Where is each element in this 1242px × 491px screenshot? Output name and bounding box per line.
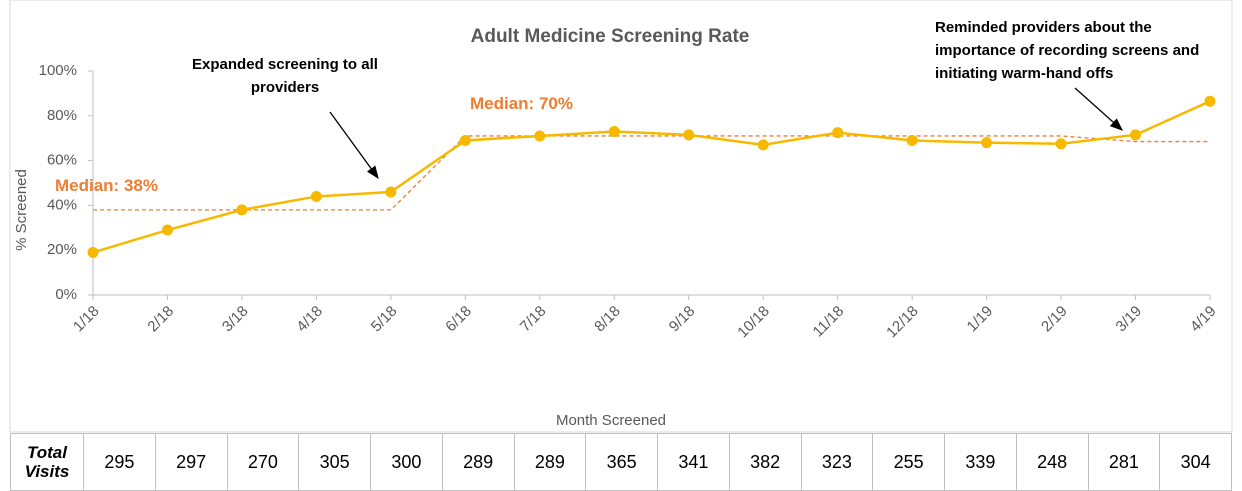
data-point <box>161 224 173 236</box>
table-cell: 289 <box>441 433 515 491</box>
data-line <box>92 100 1211 254</box>
table-cell: 341 <box>657 433 730 491</box>
annotation: Expanded screening to all providers <box>192 56 378 96</box>
table-row: Total Visits 295 297 270 305 300 289 289 365 341… <box>10 433 1232 491</box>
table-cell: 295 <box>83 433 156 491</box>
data-point <box>534 130 546 142</box>
table-cell: 289 <box>513 433 587 491</box>
data-point <box>832 127 844 139</box>
table-cell: 339 <box>944 433 1017 491</box>
table-cell: 305 <box>298 433 371 491</box>
arrow <box>1074 87 1123 131</box>
y-tick-label: 40% <box>47 196 77 213</box>
row-header: Total Visits <box>10 433 84 491</box>
data-point <box>906 134 918 146</box>
table-cell: 382 <box>728 433 802 491</box>
table-cell: 304 <box>1159 433 1232 491</box>
data-point <box>310 190 322 202</box>
data-point <box>1055 138 1067 150</box>
median-line <box>93 135 1210 211</box>
y-tick-label: 60% <box>47 152 77 169</box>
y-tick-label: 100% <box>39 62 77 79</box>
data-point <box>385 186 397 198</box>
table-cell: 297 <box>154 433 228 491</box>
annotation: Median: 70% <box>470 94 573 113</box>
y-tick-label: 0% <box>55 286 77 303</box>
annotation: Reminded providers about the importance … <box>935 19 1200 82</box>
visits-table: Total Visits 295 297 270 305 300 289 289 365 341… <box>10 433 1232 491</box>
chart-frame <box>9 0 1233 433</box>
data-point <box>608 125 620 137</box>
data-point <box>1130 129 1142 141</box>
table-cell: 300 <box>370 433 443 491</box>
table-cell: 270 <box>226 433 300 491</box>
y-axis-label: % Screened <box>13 169 30 251</box>
table-cell: 323 <box>800 433 874 491</box>
table-cell: 248 <box>1015 433 1089 491</box>
data-point <box>1204 95 1216 107</box>
data-point <box>236 204 248 216</box>
data-point <box>981 137 993 149</box>
table-cell: 255 <box>872 433 945 491</box>
x-axis-label: Month Screened <box>556 412 666 429</box>
chart-title: Adult Medicine Screening Rate <box>471 26 750 47</box>
table-cell: 365 <box>585 433 658 491</box>
arrow <box>329 111 379 180</box>
data-point <box>87 246 99 258</box>
data-point <box>459 134 471 146</box>
annotation: Median: 38% <box>55 176 158 195</box>
y-tick-label: 20% <box>47 241 77 258</box>
data-point <box>683 129 695 141</box>
data-point <box>757 139 769 151</box>
y-tick-label: 80% <box>47 107 77 124</box>
table-cell: 281 <box>1087 433 1161 491</box>
